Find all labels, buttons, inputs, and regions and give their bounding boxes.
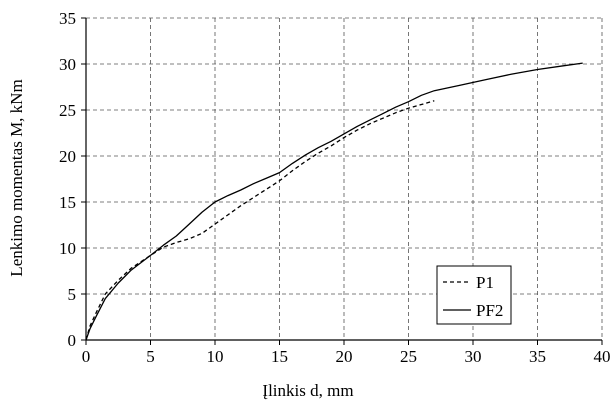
y-tick-label: 10 (59, 239, 76, 258)
series-line-p1 (85, 100, 435, 341)
x-tick-label: 30 (465, 347, 482, 366)
x-tick-label: 25 (400, 347, 417, 366)
x-tick-label: 20 (336, 347, 353, 366)
x-tick-label: 5 (146, 347, 155, 366)
axis-ticks: 0 5 10 15 20 25 30 35 40 0 5 10 15 20 25 30 35 (59, 9, 611, 366)
data-series (85, 62, 583, 341)
legend-label-p1: P1 (476, 273, 494, 292)
y-tick-label: 0 (68, 331, 77, 350)
legend-box (436, 265, 512, 325)
y-tick-label: 25 (59, 101, 76, 120)
grid-lines (86, 17, 603, 340)
y-tick-label: 20 (59, 147, 76, 166)
x-axis-title: Įlinkis d, mm (262, 381, 353, 400)
legend: P1 PF2 (436, 265, 512, 325)
series-line-pf2 (85, 62, 583, 341)
x-tick-label: 10 (207, 347, 224, 366)
legend-label-pf2: PF2 (476, 301, 503, 320)
x-tick-label: 15 (271, 347, 288, 366)
y-tick-label: 5 (68, 285, 77, 304)
y-axis-title: Lenkimo momentas M, kNm (7, 79, 26, 276)
x-tick-label: 0 (82, 347, 91, 366)
y-tick-label: 35 (59, 9, 76, 28)
x-tick-label: 35 (529, 347, 546, 366)
y-tick-label: 30 (59, 55, 76, 74)
x-tick-label: 40 (594, 347, 611, 366)
y-tick-label: 15 (59, 193, 76, 212)
